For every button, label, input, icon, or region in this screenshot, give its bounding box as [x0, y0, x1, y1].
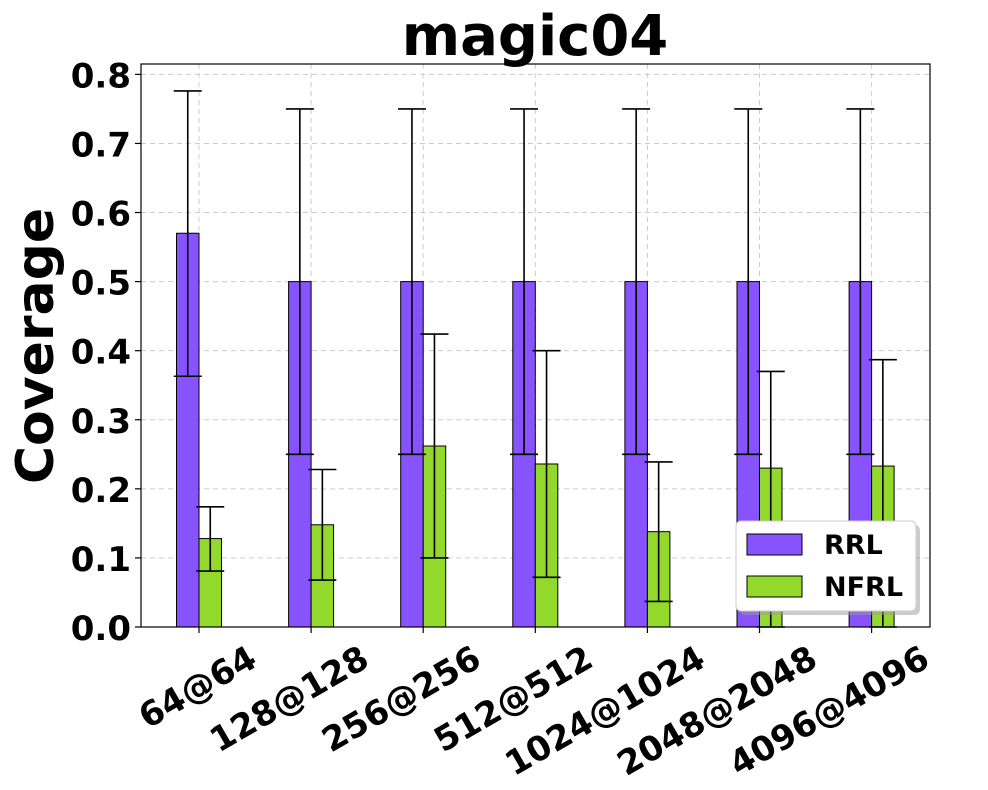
y-tick-label: 0.6: [71, 195, 131, 235]
x-axis: 64@64128@128256@256512@5121024@10242048@…: [132, 627, 936, 784]
legend: RRL NFRL: [735, 520, 920, 615]
legend-swatch: [746, 575, 803, 598]
legend-label: RRL: [824, 530, 883, 561]
legend-label: NFRL: [824, 572, 903, 603]
y-axis: 0.0 0.1 0.2 0.3 0.4 0.5 0.6 0.7 0.8: [71, 56, 141, 649]
y-tick-label: 0.5: [71, 264, 131, 304]
y-tick-label: 0.1: [71, 540, 131, 580]
y-tick-label: 0.0: [71, 609, 131, 649]
bars: [176, 232, 895, 628]
y-tick-label: 0.8: [71, 56, 131, 96]
y-tick-label: 0.3: [71, 402, 131, 442]
y-axis-label: Coverage: [6, 208, 66, 484]
legend-swatch: [746, 533, 803, 556]
y-tick-label: 0.7: [71, 125, 131, 165]
chart-title: magic04: [402, 4, 669, 69]
y-tick-label: 0.2: [71, 471, 131, 511]
y-tick-label: 0.4: [71, 333, 131, 373]
